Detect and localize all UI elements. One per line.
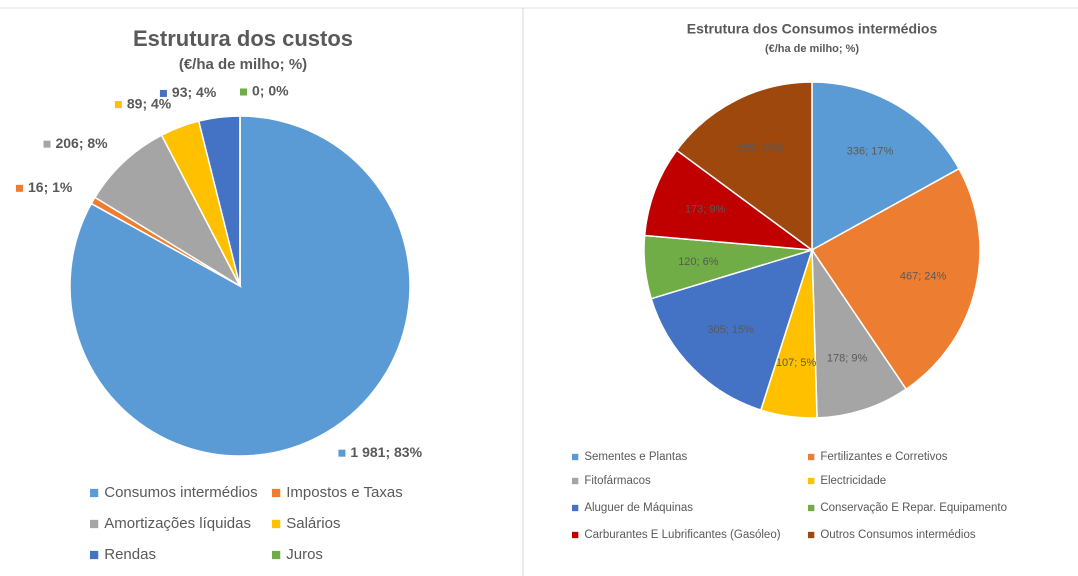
label-marker (114, 101, 122, 109)
legend-swatch (572, 531, 579, 539)
data-label: 173; 9% (685, 204, 726, 216)
data-label: 336; 17% (847, 146, 894, 158)
data-label: 305; 15% (707, 324, 754, 336)
label-marker (240, 88, 247, 96)
legend-label: Electricidade (820, 475, 886, 487)
label-marker (159, 89, 167, 97)
legend-swatch (808, 504, 815, 512)
data-label: 178; 9% (827, 353, 868, 365)
legend-swatch (272, 550, 281, 560)
legend-label: Juros (286, 546, 323, 563)
legend-swatch (572, 453, 579, 461)
legend-swatch (808, 531, 815, 539)
legend-label: Carburantes E Lubrificantes (Gasóleo) (584, 529, 780, 541)
legend-swatch (572, 504, 579, 512)
legend-label: Fertilizantes e Corretivos (820, 451, 947, 463)
label-marker (16, 184, 24, 192)
data-label: 206; 8% (55, 135, 108, 151)
legend-label: Conservação E Repar. Equipamento (820, 502, 1007, 514)
data-label: 120; 6% (678, 256, 719, 268)
legend-label: Rendas (104, 546, 156, 563)
pie-slice (810, 167, 981, 391)
data-label: 295; 15% (737, 142, 784, 154)
legend-label: Consumos intermédios (104, 484, 257, 501)
pie-slice (643, 149, 815, 251)
pie-slice (650, 248, 814, 411)
data-label: 467; 24% (900, 271, 947, 283)
data-label: 0; 0% (252, 83, 289, 99)
legend-label: Outros Consumos intermédios (820, 529, 976, 541)
label-marker (338, 449, 346, 457)
chart-title: Estrutura dos custos (133, 26, 353, 51)
legend-swatch (572, 477, 579, 485)
chart-title: Estrutura dos Consumos intermédios (687, 21, 938, 37)
pie-slice (811, 81, 961, 252)
pie-slice (69, 115, 411, 457)
legend-label: Sementes e Plantas (584, 451, 687, 463)
legend-swatch (90, 488, 99, 498)
legend-label: Salários (286, 515, 340, 532)
legend-label: Amortizações líquidas (104, 515, 251, 532)
pie-slice (811, 247, 908, 419)
data-label: 89; 4% (127, 95, 172, 111)
pie-slice (675, 81, 813, 252)
legend-swatch (808, 477, 815, 485)
data-label: 93; 4% (172, 84, 217, 100)
legend-swatch (808, 453, 815, 461)
legend-label: Fitofármacos (584, 475, 651, 487)
legend-swatch (90, 519, 99, 529)
chart-subtitle: (€/ha de milho; %) (179, 56, 307, 73)
legend-swatch (272, 488, 281, 498)
legend-swatch (90, 550, 99, 560)
pie-slice (93, 134, 242, 289)
data-label: 107; 5% (776, 357, 817, 369)
chart-subtitle: (€/ha de milho; %) (765, 43, 859, 55)
legend-label: Impostos e Taxas (286, 484, 402, 501)
data-label: 1 981; 83% (350, 444, 422, 460)
label-marker (43, 140, 51, 148)
data-label: 16; 1% (28, 179, 73, 195)
legend-swatch (272, 519, 281, 529)
legend-label: Aluguer de Máquinas (584, 502, 693, 514)
